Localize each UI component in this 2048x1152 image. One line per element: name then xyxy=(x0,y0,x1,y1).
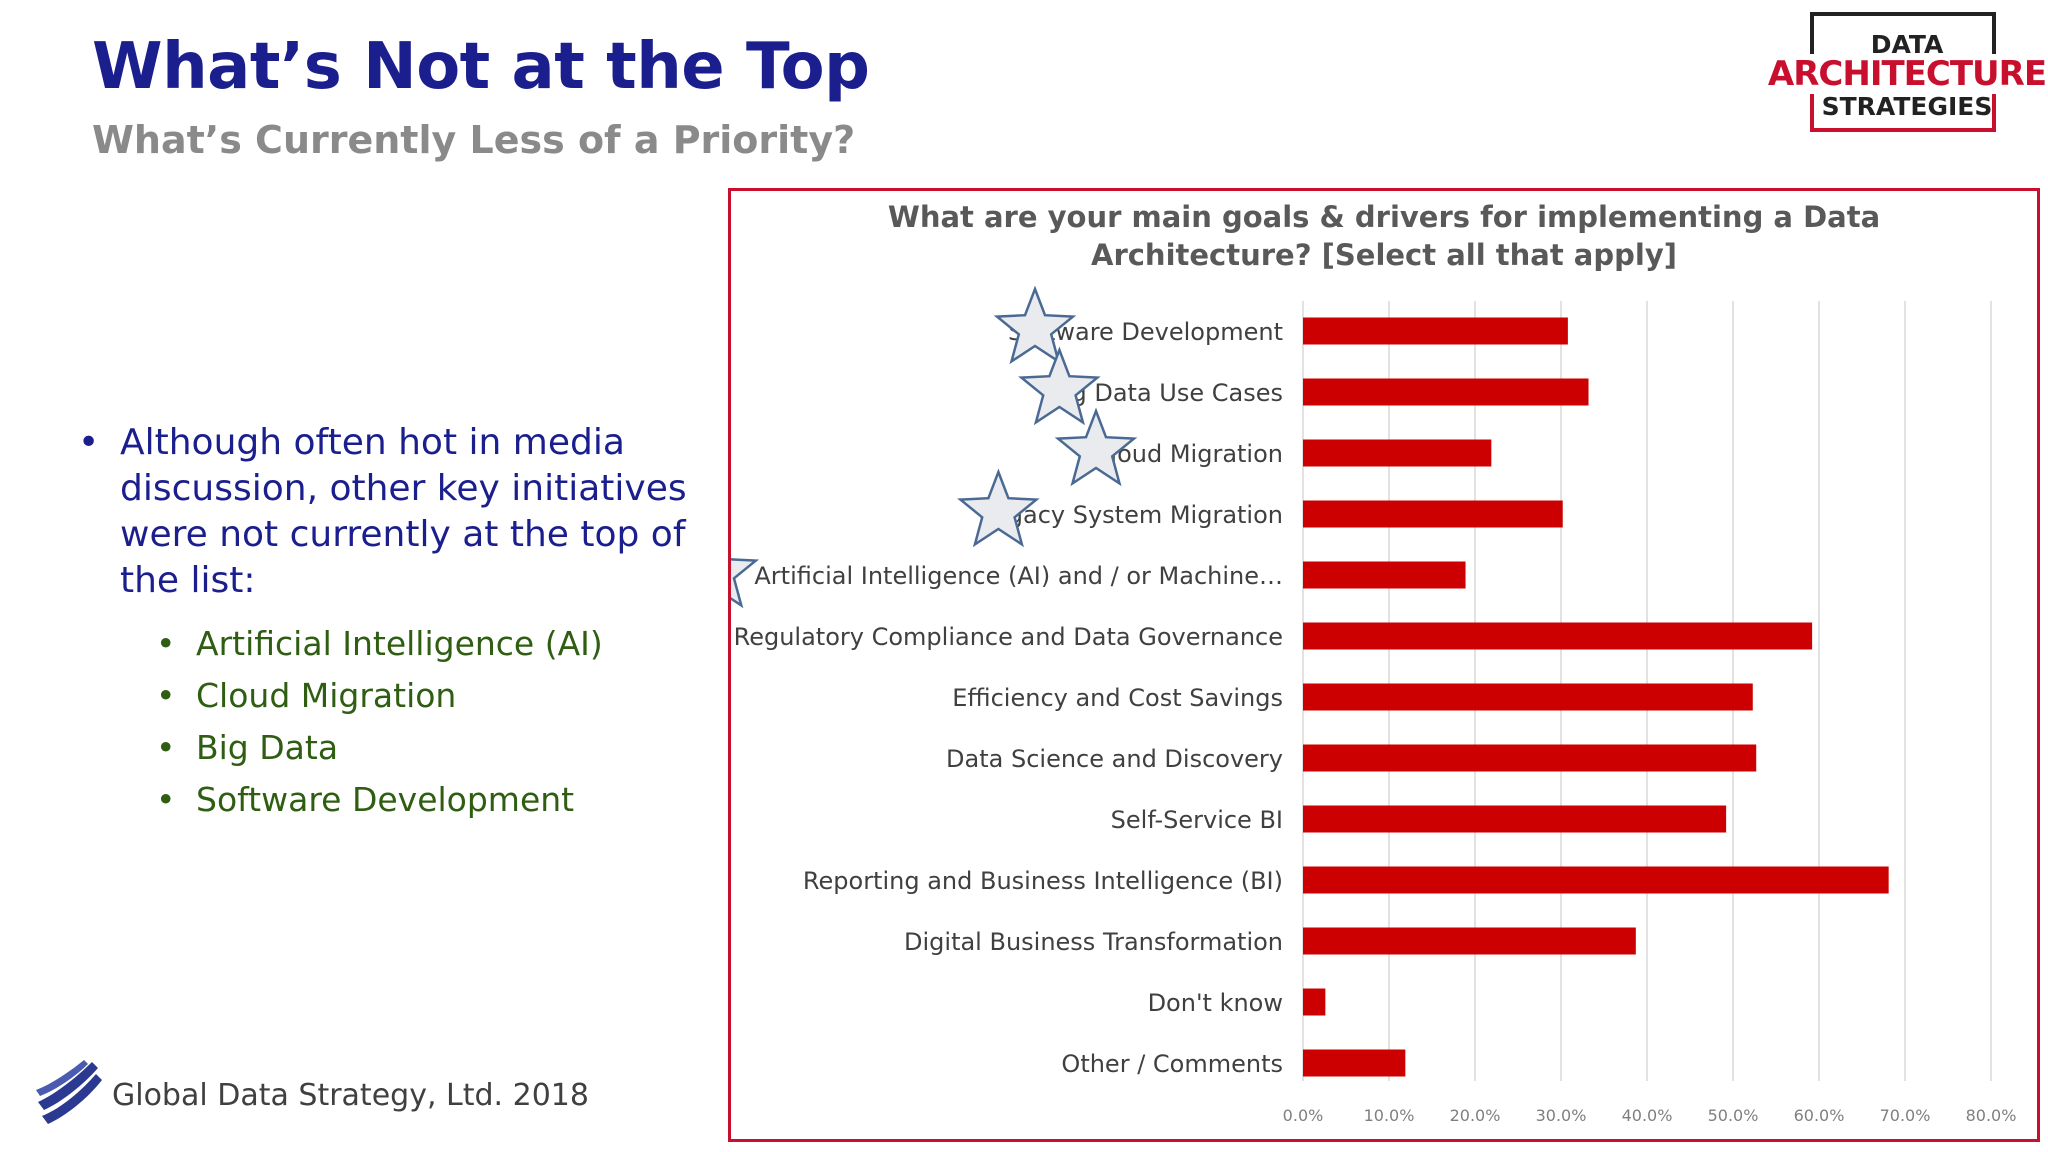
x-tick-label: 30.0% xyxy=(1536,1106,1587,1125)
x-tick-label: 10.0% xyxy=(1364,1106,1415,1125)
bar xyxy=(1303,683,1753,711)
bullet-dot: • xyxy=(156,728,176,767)
sub-bullet: • Cloud Migration xyxy=(78,670,688,722)
x-tick-label: 80.0% xyxy=(1966,1106,2017,1125)
chart-frame: Software Development Big Data Use Cases Cl… xyxy=(728,188,2040,1142)
bar xyxy=(1303,744,1757,772)
star-icon xyxy=(731,558,760,609)
sub-bullet: • Software Development xyxy=(78,774,688,826)
bullet-dot: • xyxy=(156,676,176,715)
x-tick-label: 40.0% xyxy=(1622,1106,1673,1125)
star-icon xyxy=(957,468,1040,548)
bullet-dot: • xyxy=(78,422,100,463)
bullet-dot: • xyxy=(156,624,176,663)
category-label: Regulatory Compliance and Data Governanc… xyxy=(734,623,1283,651)
bar xyxy=(1303,317,1568,345)
sub-bullet-text: Big Data xyxy=(196,728,339,767)
star-icon xyxy=(1054,407,1138,487)
main-bullet: • Although often hot in media discussion… xyxy=(78,420,688,604)
category-label: Artificial Intelligence (AI) and / or Ma… xyxy=(754,562,1283,590)
page-subtitle: What’s Currently Less of a Priority? xyxy=(92,118,856,162)
x-tick-label: 0.0% xyxy=(1283,1106,1324,1125)
category-label: Don't know xyxy=(1148,989,1283,1017)
sub-bullet-text: Artificial Intelligence (AI) xyxy=(196,624,603,663)
bar xyxy=(1303,1049,1406,1077)
bar xyxy=(1303,988,1326,1016)
chart-title-line1: What are your main goals & drivers for i… xyxy=(888,200,1880,234)
sub-bullet-text: Software Development xyxy=(196,780,575,819)
category-label: Digital Business Transformation xyxy=(904,928,1283,956)
sub-bullet-text: Cloud Migration xyxy=(196,676,457,715)
category-label: Efficiency and Cost Savings xyxy=(952,684,1283,712)
chart-title-line2: Architecture? [Select all that apply] xyxy=(1091,238,1677,272)
bar xyxy=(1303,927,1636,955)
star-icon xyxy=(993,285,1077,365)
logo-text-line3: STRATEGIES xyxy=(1821,92,1993,121)
page-title: What’s Not at the Top xyxy=(92,30,870,104)
x-tick-label: 60.0% xyxy=(1794,1106,1845,1125)
category-label: Self-Service BI xyxy=(1111,806,1283,834)
x-tick-label: 70.0% xyxy=(1880,1106,1931,1125)
bar xyxy=(1303,866,1889,894)
category-label: Data Science and Discovery xyxy=(946,745,1283,773)
logo-text-line2: ARCHITECTURE xyxy=(1766,54,2048,94)
category-label: Reporting and Business Intelligence (BI) xyxy=(803,867,1283,895)
category-label: Other / Comments xyxy=(1061,1050,1283,1078)
bullet-dot: • xyxy=(156,780,176,819)
data-architecture-strategies-logo: DATA ARCHITECTURE STRATEGIES xyxy=(1766,12,2048,134)
bar xyxy=(1303,805,1727,833)
bar xyxy=(1303,561,1466,589)
x-tick-label: 20.0% xyxy=(1450,1106,1501,1125)
bar xyxy=(1303,622,1813,650)
bar xyxy=(1303,439,1492,467)
bar xyxy=(1303,378,1589,406)
sub-bullet: • Artificial Intelligence (AI) xyxy=(78,618,688,670)
sub-bullet-list: • Artificial Intelligence (AI) • Cloud M… xyxy=(78,618,688,826)
bar xyxy=(1303,500,1563,528)
footer-copyright: Global Data Strategy, Ltd. 2018 xyxy=(112,1078,589,1113)
bullet-list: • Although often hot in media discussion… xyxy=(78,420,688,826)
star-icon xyxy=(1018,346,1101,426)
sub-bullet: • Big Data xyxy=(78,722,688,774)
main-bullet-text: Although often hot in media discussion, … xyxy=(120,422,687,601)
x-tick-label: 50.0% xyxy=(1708,1106,1759,1125)
global-data-strategy-logo xyxy=(36,1060,102,1124)
